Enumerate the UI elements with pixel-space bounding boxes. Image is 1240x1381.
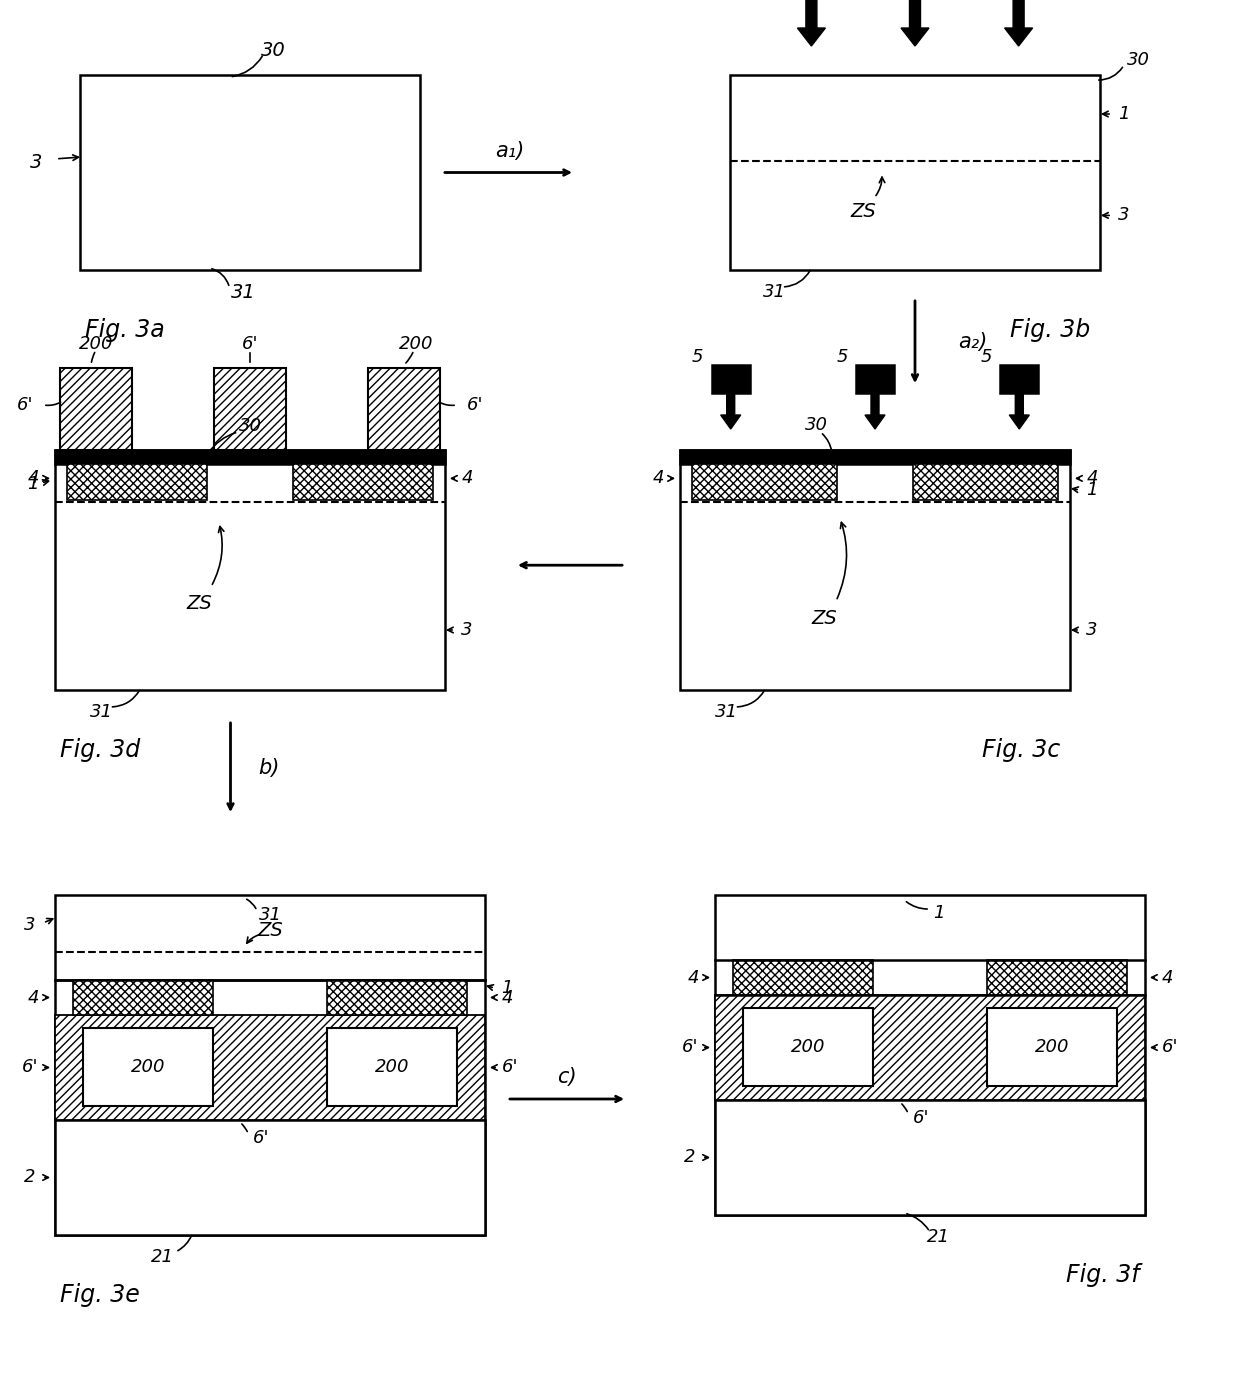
Bar	[733, 960, 873, 994]
Bar	[680, 450, 1070, 464]
Bar	[743, 1008, 873, 1085]
Text: a₁): a₁)	[495, 141, 525, 160]
Bar	[712, 365, 750, 394]
Text: 30: 30	[262, 40, 286, 59]
Bar	[692, 464, 837, 500]
Bar	[60, 367, 131, 450]
Text: Fig. 3f: Fig. 3f	[1066, 1264, 1140, 1287]
Bar	[215, 367, 286, 450]
Bar	[715, 895, 1145, 1215]
FancyArrow shape	[1004, 0, 1033, 46]
Text: 3: 3	[25, 916, 36, 934]
Bar	[81, 75, 420, 271]
Text: 200: 200	[791, 1039, 826, 1056]
Text: 3: 3	[1086, 621, 1097, 639]
FancyArrow shape	[720, 394, 740, 429]
Text: Fig. 3d: Fig. 3d	[60, 737, 140, 762]
Text: 6': 6'	[22, 1058, 38, 1077]
Text: 6': 6'	[253, 1130, 269, 1148]
FancyArrow shape	[901, 0, 929, 46]
Bar	[715, 1101, 1145, 1215]
Text: 31: 31	[763, 283, 786, 301]
Bar	[987, 960, 1127, 994]
Text: 200: 200	[1034, 1039, 1069, 1056]
Text: 21: 21	[151, 1248, 174, 1266]
Text: 6': 6'	[913, 1109, 930, 1127]
Bar	[680, 450, 1070, 690]
Text: 21: 21	[928, 1228, 950, 1246]
Text: 1: 1	[501, 979, 513, 997]
Bar	[67, 464, 207, 500]
Text: 4: 4	[1086, 470, 1097, 487]
Text: 4: 4	[461, 470, 472, 487]
Text: Fig. 3b: Fig. 3b	[1009, 318, 1090, 342]
Text: 6': 6'	[242, 336, 258, 354]
Text: 4: 4	[687, 968, 699, 986]
Text: 4: 4	[1161, 968, 1173, 986]
Bar	[730, 75, 1100, 271]
Bar	[327, 1027, 458, 1106]
Text: 3: 3	[30, 153, 42, 173]
FancyArrow shape	[866, 394, 885, 429]
Bar	[856, 365, 894, 394]
Text: ZS: ZS	[257, 921, 283, 939]
Text: 6': 6'	[466, 396, 484, 414]
Text: 5: 5	[836, 348, 848, 366]
Text: 4: 4	[501, 989, 513, 1007]
Bar	[55, 450, 445, 690]
Bar	[368, 367, 440, 450]
Bar	[55, 450, 445, 464]
Text: 2: 2	[684, 1149, 696, 1167]
Text: 30: 30	[805, 416, 828, 434]
Text: 31: 31	[231, 283, 255, 301]
Text: a₂): a₂)	[959, 331, 987, 352]
Text: 3: 3	[461, 621, 472, 639]
Text: 4: 4	[27, 989, 38, 1007]
Text: 3: 3	[1118, 206, 1130, 224]
Text: Fig. 3c: Fig. 3c	[982, 737, 1060, 762]
Text: Fig. 3e: Fig. 3e	[60, 1283, 140, 1306]
Text: 31: 31	[258, 906, 281, 924]
Text: b): b)	[258, 758, 279, 778]
Text: 5: 5	[692, 348, 703, 366]
Text: 6': 6'	[682, 1039, 698, 1056]
Text: 6': 6'	[1162, 1039, 1178, 1056]
Bar	[715, 994, 1145, 1101]
Bar	[55, 1015, 485, 1120]
Text: 30: 30	[1126, 51, 1149, 69]
FancyArrow shape	[1009, 394, 1029, 429]
Text: 1: 1	[1118, 105, 1130, 123]
Text: ZS: ZS	[186, 594, 212, 613]
Text: 6': 6'	[502, 1058, 518, 1077]
Bar	[327, 981, 467, 1015]
Text: c): c)	[557, 1068, 577, 1087]
Text: 1: 1	[932, 905, 945, 923]
Text: 2: 2	[25, 1168, 36, 1186]
Text: 4: 4	[27, 470, 38, 487]
Text: 200: 200	[79, 336, 113, 354]
Text: 1: 1	[1086, 481, 1097, 499]
Text: 30: 30	[238, 417, 262, 435]
Bar	[987, 1008, 1117, 1085]
Text: ZS: ZS	[851, 202, 877, 221]
Bar	[1001, 365, 1038, 394]
Bar	[55, 895, 485, 1235]
FancyArrow shape	[797, 0, 826, 46]
Text: ZS: ZS	[811, 609, 837, 627]
Bar	[83, 1027, 213, 1106]
Bar	[73, 981, 213, 1015]
Text: 200: 200	[374, 1058, 409, 1076]
Text: 6': 6'	[17, 396, 33, 414]
Text: 1: 1	[27, 475, 38, 493]
Text: 5: 5	[981, 348, 992, 366]
Text: 200: 200	[130, 1058, 165, 1076]
Text: 31: 31	[715, 703, 738, 721]
Text: Fig. 3a: Fig. 3a	[86, 318, 165, 342]
Text: 4: 4	[652, 470, 663, 487]
Text: 31: 31	[91, 703, 113, 721]
Text: 200: 200	[399, 336, 433, 354]
Bar	[55, 1120, 485, 1235]
Bar	[913, 464, 1058, 500]
Bar	[293, 464, 433, 500]
